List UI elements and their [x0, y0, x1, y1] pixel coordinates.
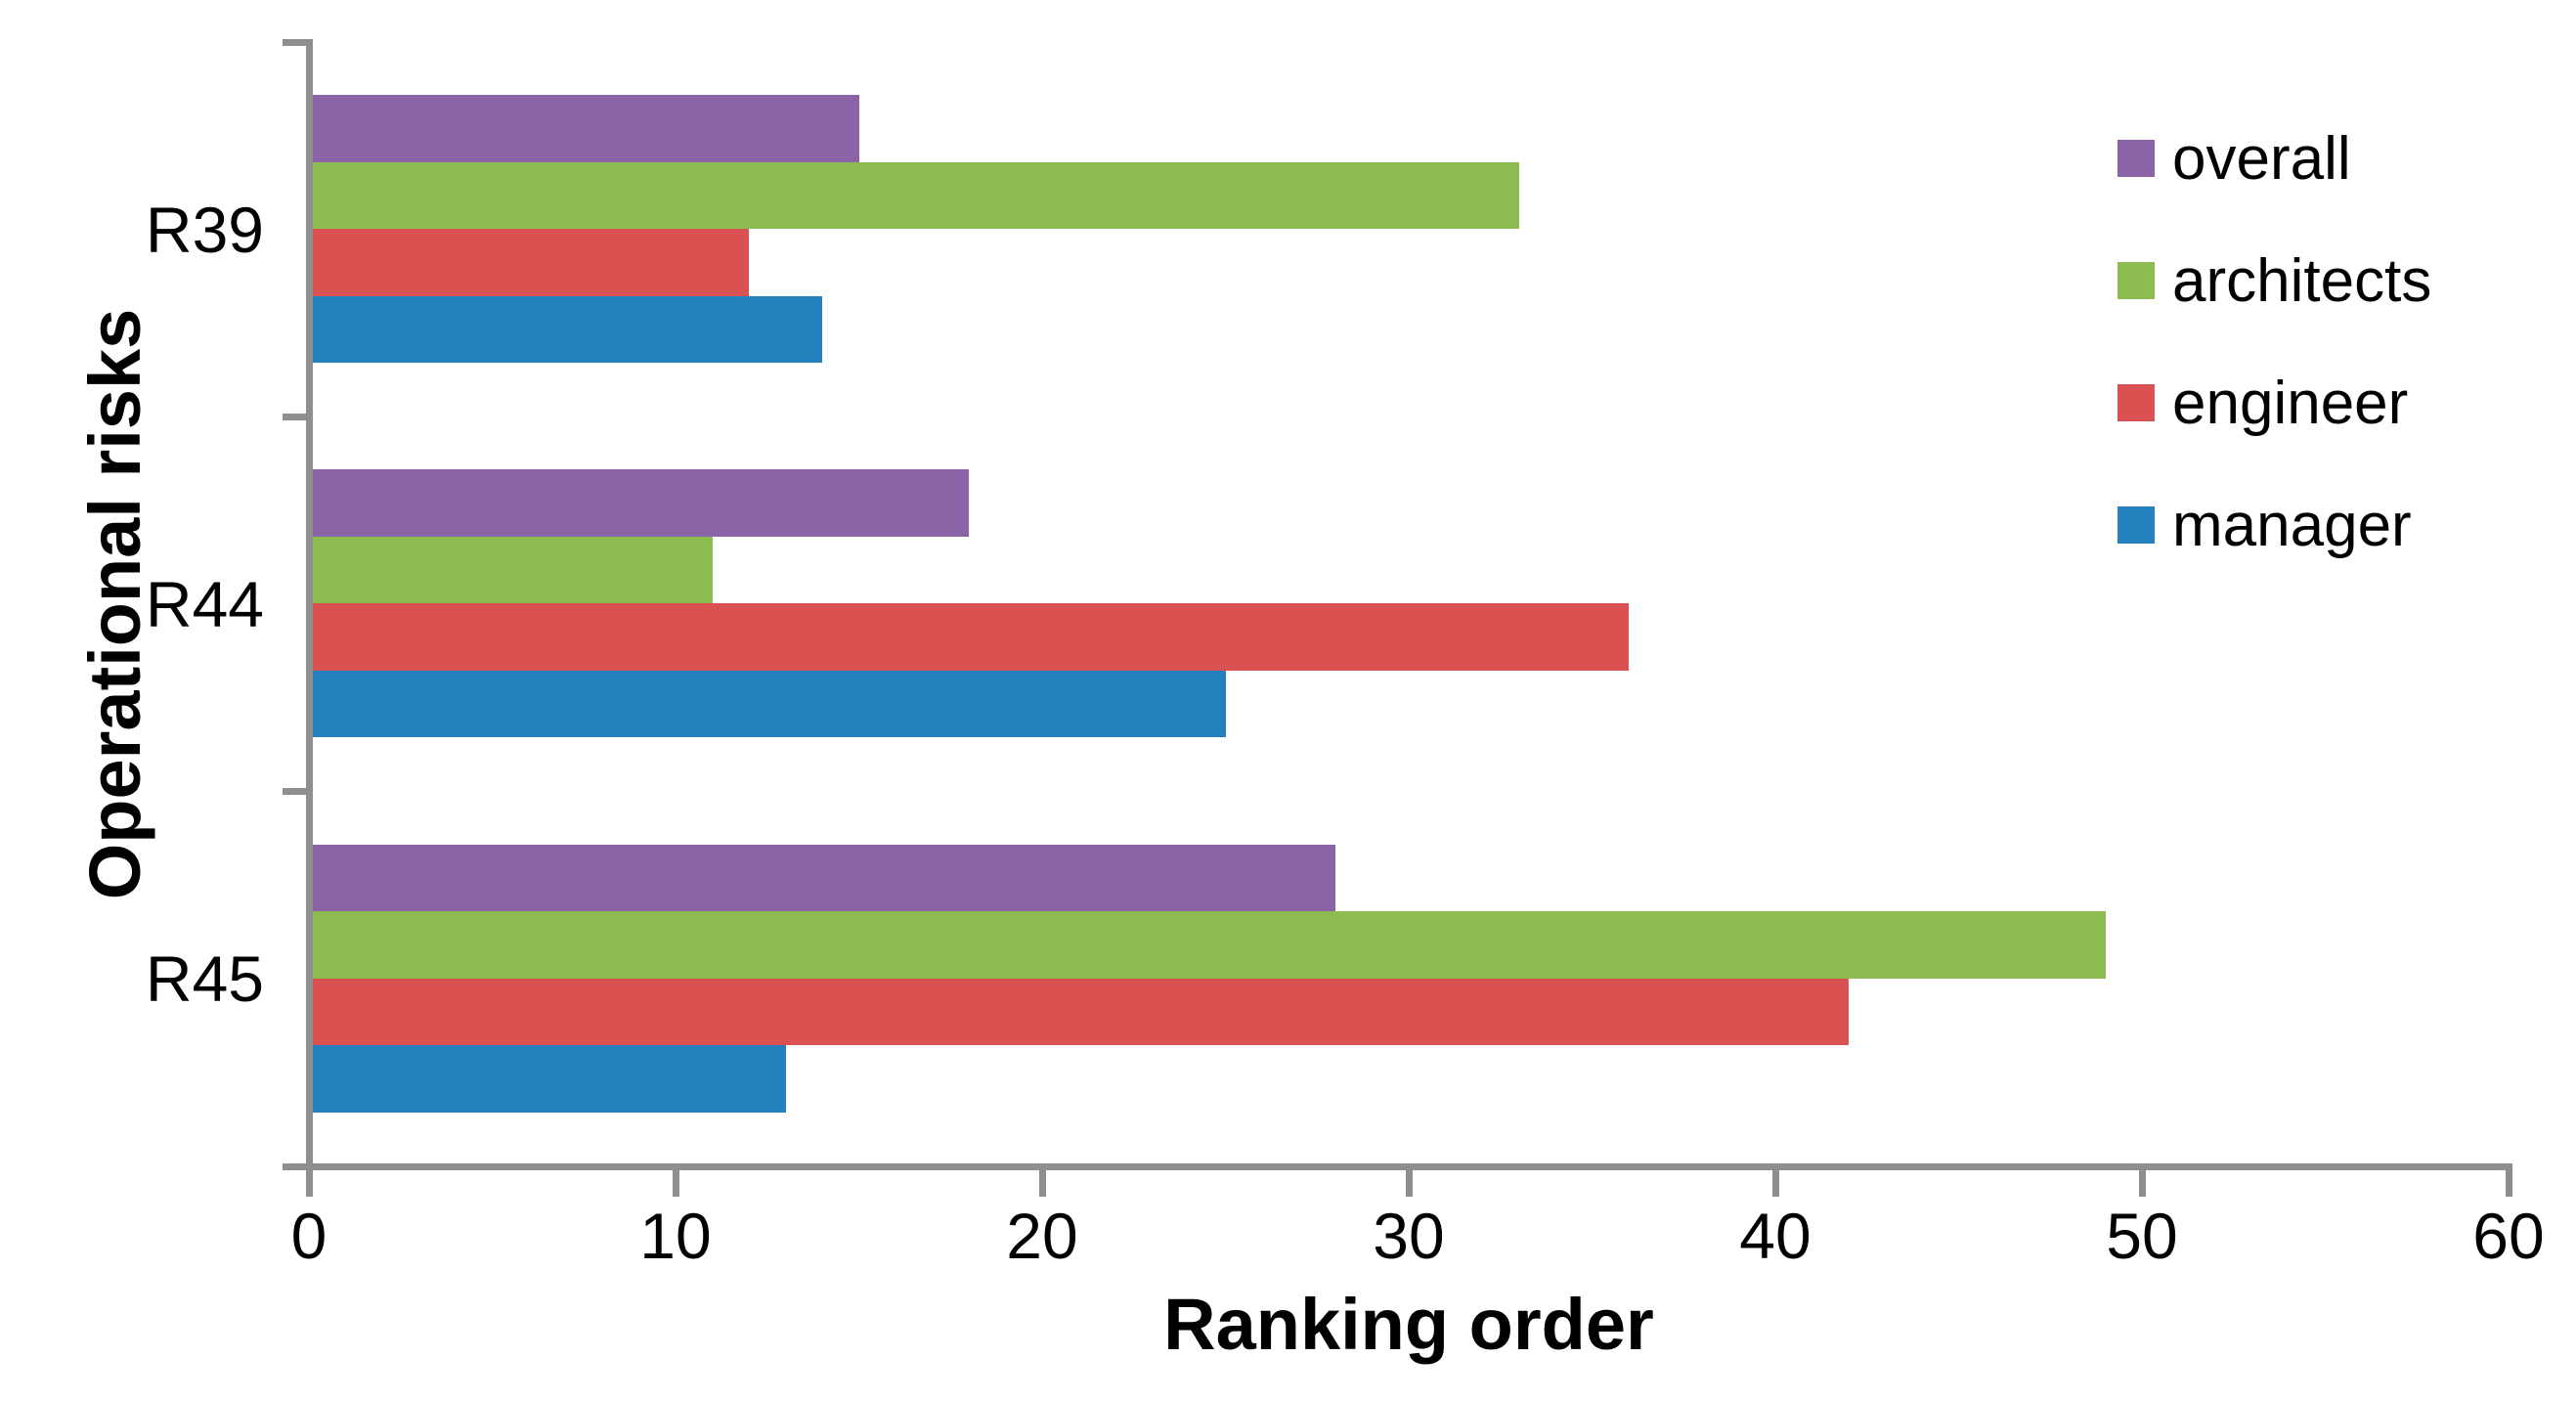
legend-item-manager: manager [2118, 491, 2412, 559]
bar-R44-architects [312, 536, 713, 604]
x-tick-40 [1771, 1162, 1779, 1197]
legend-label-overall: overall [2172, 124, 2351, 193]
legend-swatch-engineer [2118, 384, 2155, 421]
legend-swatch-architects [2118, 262, 2155, 299]
bar-R44-engineer [312, 603, 1629, 671]
bar-R44-manager [312, 670, 1226, 738]
x-tick-0 [305, 1162, 313, 1197]
bar-R39-engineer [312, 229, 749, 296]
category-label-R44: R44 [145, 568, 264, 640]
y-tick-3 [283, 1162, 313, 1170]
bar-R45-overall [312, 844, 1335, 912]
x-tick-label-40: 40 [1739, 1200, 1812, 1272]
y-tick-0 [283, 38, 313, 46]
x-tick-50 [2138, 1162, 2146, 1197]
x-tick-label-0: 0 [290, 1200, 327, 1272]
bar-R39-overall [312, 95, 859, 162]
x-tick-60 [2505, 1162, 2512, 1197]
x-tick-label-20: 20 [1006, 1200, 1078, 1272]
x-tick-label-30: 30 [1373, 1200, 1445, 1272]
legend-item-engineer: engineer [2118, 369, 2408, 437]
legend-swatch-manager [2118, 506, 2155, 544]
legend-item-overall: overall [2118, 124, 2351, 193]
x-tick-20 [1038, 1162, 1046, 1197]
category-label-R39: R39 [145, 193, 264, 266]
bar-R44-overall [312, 469, 969, 537]
category-label-R45: R45 [145, 942, 264, 1016]
legend-label-architects: architects [2172, 246, 2432, 315]
x-axis-title: Ranking order [1163, 1284, 1654, 1365]
x-tick-10 [672, 1162, 679, 1197]
legend-label-manager: manager [2172, 491, 2412, 559]
x-tick-label-60: 60 [2472, 1200, 2545, 1272]
bar-R45-manager [312, 1045, 786, 1113]
x-tick-label-10: 10 [639, 1200, 712, 1272]
x-axis-line [283, 1162, 2512, 1170]
x-tick-label-50: 50 [2106, 1200, 2178, 1272]
bar-R45-engineer [312, 978, 1849, 1046]
bar-R45-architects [312, 911, 2106, 979]
y-tick-2 [283, 788, 313, 796]
y-tick-1 [283, 413, 313, 420]
legend-swatch-overall [2118, 140, 2155, 177]
y-axis-line [305, 38, 313, 1170]
bar-R39-manager [312, 295, 822, 363]
x-tick-30 [1405, 1162, 1413, 1197]
legend-item-architects: architects [2118, 246, 2431, 315]
bar-R39-architects [312, 161, 1519, 229]
legend-label-engineer: engineer [2172, 369, 2409, 437]
